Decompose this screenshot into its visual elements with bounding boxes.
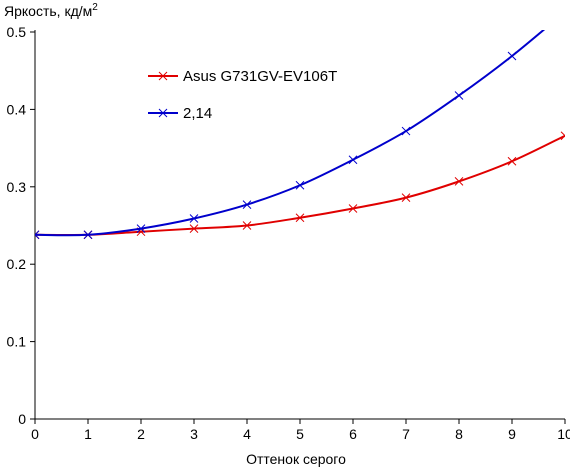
data-point-marker	[507, 156, 517, 166]
y-tick-label: 0.3	[7, 179, 27, 195]
series-line	[35, 30, 546, 237]
data-point-marker	[454, 177, 464, 186]
y-tick-label: 0.4	[7, 101, 27, 117]
data-point-marker	[401, 193, 411, 202]
data-point-marker	[348, 204, 358, 213]
legend-label: Asus G731GV-EV106T	[183, 68, 337, 85]
legend-entry: 2,14	[148, 105, 212, 122]
x-tick-label: 4	[243, 426, 251, 442]
data-point-marker	[242, 221, 252, 230]
y-tick-label: 0.1	[7, 334, 27, 350]
tick-labels: 0 1 2 3 4 5 6 7 8 9 10 0 0.1 0.2 0.3 0.4 0.5	[7, 24, 570, 442]
x-tick-label: 8	[455, 426, 463, 442]
y-tick-label: 0.5	[7, 24, 27, 40]
x-axis-title: Оттенок серого	[246, 451, 346, 467]
x-tick-label: 7	[402, 426, 410, 442]
legend-entry: Asus G731GV-EV106T	[148, 68, 337, 85]
data-point-marker	[401, 126, 411, 136]
y-axis-title: Яркость, кд/м2	[4, 2, 98, 19]
y-axis-title-superscript: 2	[92, 2, 98, 13]
series-2	[35, 8, 569, 240]
legend-marker	[158, 108, 168, 118]
y-tick-label: 0.2	[7, 256, 27, 272]
x-tick-label: 6	[349, 426, 357, 442]
data-point-marker	[560, 131, 565, 141]
y-tick-label: 0	[18, 411, 26, 427]
data-point-marker	[35, 230, 40, 240]
x-tick-label: 5	[296, 426, 304, 442]
legend-label: 2,14	[183, 105, 212, 122]
series-layer	[35, 8, 569, 240]
x-tick-label: 1	[84, 426, 92, 442]
legend: Asus G731GV-EV106T 2,14	[148, 68, 337, 122]
data-point-marker	[348, 155, 358, 165]
x-tick-label: 0	[31, 426, 39, 442]
axes	[30, 30, 566, 424]
data-point-marker	[295, 180, 305, 190]
y-axis-title-text: Яркость, кд/м	[4, 3, 92, 19]
legend-marker	[158, 71, 168, 81]
data-point-marker	[189, 224, 199, 233]
x-tick-label: 9	[508, 426, 516, 442]
data-point-marker	[454, 91, 464, 100]
data-point-marker	[136, 224, 146, 233]
data-point-marker	[295, 213, 305, 223]
x-tick-label: 10	[557, 426, 570, 442]
data-point-marker	[189, 214, 199, 223]
x-tick-label: 3	[190, 426, 198, 442]
data-point-marker	[83, 230, 93, 240]
data-point-marker	[561, 8, 569, 16]
data-point-marker	[507, 51, 517, 61]
data-point-marker	[242, 200, 252, 209]
x-tick-label: 2	[137, 426, 145, 442]
